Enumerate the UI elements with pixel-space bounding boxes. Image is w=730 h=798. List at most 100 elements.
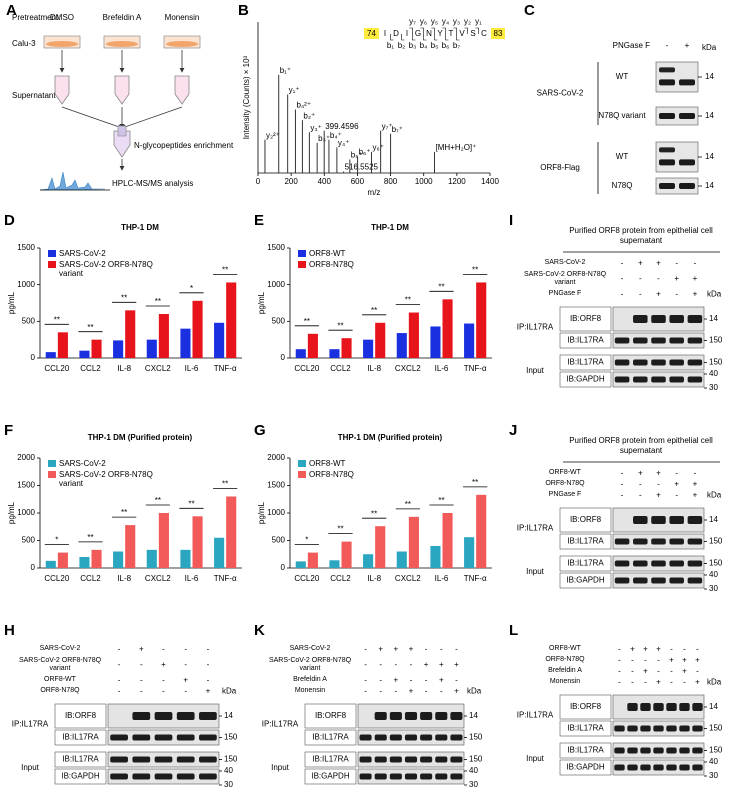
band bbox=[359, 734, 372, 741]
sign: + bbox=[409, 687, 414, 696]
band bbox=[659, 79, 675, 86]
sequence-start-box bbox=[364, 28, 379, 39]
band bbox=[110, 756, 128, 763]
significance-label: ** bbox=[54, 315, 60, 324]
group-label: IP:IL17RA bbox=[517, 323, 554, 332]
band bbox=[176, 734, 195, 741]
marker-label: 14 bbox=[709, 515, 718, 524]
b-ion-label: b₄ bbox=[420, 41, 428, 50]
panel-letter: A bbox=[6, 2, 17, 19]
sign: - bbox=[670, 678, 673, 687]
b-ion-label: b₁ bbox=[387, 41, 394, 50]
residue: I bbox=[406, 29, 408, 38]
blot-label-cell bbox=[559, 533, 612, 550]
cleavage-mark bbox=[442, 27, 446, 34]
sign: - bbox=[140, 676, 143, 685]
blot-label-cell bbox=[304, 751, 357, 768]
band bbox=[687, 577, 703, 584]
row-label-box: PNGase F bbox=[549, 491, 582, 498]
blot-label-cell bbox=[559, 720, 612, 737]
blot-label-cell bbox=[559, 306, 612, 332]
significance-label: ** bbox=[155, 297, 161, 306]
x-axis-label: m/z bbox=[368, 188, 381, 197]
sign: - bbox=[184, 645, 187, 654]
row-label: SARS-CoV-2 ORF8-N78Q variant bbox=[268, 656, 352, 673]
panel-letter: C bbox=[524, 2, 535, 19]
x-tick-label: IL-6 bbox=[435, 574, 449, 583]
sign: - bbox=[184, 660, 187, 669]
treatment-label: PNGase F bbox=[613, 41, 650, 50]
sign: - bbox=[670, 667, 673, 676]
sign: - bbox=[675, 469, 678, 478]
sign: + bbox=[394, 645, 399, 654]
legend-swatch bbox=[48, 471, 56, 478]
sign: + bbox=[643, 667, 648, 676]
residue: V bbox=[459, 29, 465, 38]
x-tick-label: 1200 bbox=[448, 177, 466, 186]
band bbox=[132, 773, 151, 780]
sign: - bbox=[207, 660, 210, 669]
x-tick-label: CXCL2 bbox=[395, 364, 421, 373]
bar bbox=[408, 516, 419, 568]
band bbox=[633, 376, 648, 383]
pretreatment-label: Pretreatment: bbox=[12, 13, 60, 22]
bar bbox=[158, 513, 169, 568]
band bbox=[640, 764, 651, 771]
y-tick-label: 1500 bbox=[17, 243, 35, 252]
sign: - bbox=[657, 656, 660, 665]
band bbox=[687, 516, 703, 524]
band bbox=[154, 773, 173, 780]
legend-label-box: ORF8-N78Q bbox=[309, 260, 354, 269]
sign: + bbox=[693, 491, 698, 500]
bar bbox=[91, 549, 102, 568]
sign: - bbox=[425, 645, 428, 654]
bar bbox=[125, 310, 136, 358]
bar bbox=[363, 339, 374, 358]
blot-label-cell bbox=[559, 694, 612, 720]
y-axis-label: pg/mL bbox=[7, 291, 16, 314]
significance-label: * bbox=[55, 536, 58, 545]
x-tick-label: TNF-α bbox=[464, 574, 487, 583]
cleavage-mark bbox=[464, 27, 468, 34]
significance-label: ** bbox=[155, 496, 161, 505]
peak-label: b₅⁺ bbox=[351, 151, 363, 160]
sign: - bbox=[410, 660, 413, 669]
band bbox=[435, 734, 448, 741]
cleavage-mark bbox=[409, 27, 413, 34]
bar bbox=[295, 349, 306, 358]
band bbox=[614, 376, 630, 383]
marker-label: 150 bbox=[469, 733, 483, 742]
sign: - bbox=[621, 469, 624, 478]
blot-label: N78Q variant bbox=[598, 111, 646, 120]
tube bbox=[54, 75, 70, 105]
sign: - bbox=[621, 274, 624, 283]
band bbox=[627, 725, 638, 732]
sign: - bbox=[395, 660, 398, 669]
sign: + bbox=[669, 656, 674, 665]
cell-layer bbox=[106, 41, 138, 47]
x-tick-label: CXCL2 bbox=[145, 574, 171, 583]
enrichment-column bbox=[117, 125, 127, 137]
blot-label-cell bbox=[559, 555, 612, 572]
legend-swatch bbox=[48, 460, 56, 467]
band bbox=[627, 747, 638, 754]
row-label-box: Brefeldin A bbox=[548, 667, 582, 674]
significance-label: ** bbox=[222, 480, 228, 489]
band bbox=[669, 359, 684, 366]
unit-label: kDa bbox=[222, 687, 237, 696]
residue: Y bbox=[437, 29, 443, 38]
band bbox=[154, 756, 173, 763]
peak-label: b₆⁺ bbox=[359, 147, 371, 156]
sign: + bbox=[378, 645, 383, 654]
band bbox=[614, 577, 630, 584]
significance-label: ** bbox=[87, 323, 93, 332]
blot-label: IB:IL17RA bbox=[567, 537, 604, 546]
blot-label-cell bbox=[559, 354, 612, 371]
sign: + bbox=[424, 660, 429, 669]
row-label: ORF8-WT bbox=[44, 676, 76, 684]
blot-label-cell bbox=[559, 572, 612, 589]
legend-label-box: SARS-CoV-2 ORF8-N78Q variant bbox=[59, 470, 153, 488]
bar bbox=[113, 551, 124, 568]
sign: - bbox=[666, 41, 669, 50]
band bbox=[154, 712, 173, 720]
